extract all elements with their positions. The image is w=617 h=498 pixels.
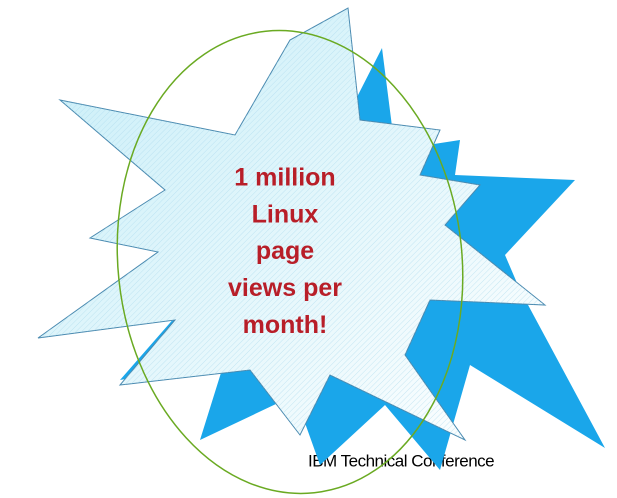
callout-line: page [256, 237, 314, 265]
callout-line: 1 million [234, 164, 335, 192]
starburst-hatch [38, 8, 545, 440]
ellipse-outline [116, 29, 464, 495]
callout-line: Linux [252, 200, 319, 228]
callout-text: 1 million Linux page views per month! [228, 164, 342, 339]
callout-line: views per [228, 274, 342, 302]
callout-line: month! [243, 311, 328, 339]
footer: IBM Technical Conference [308, 451, 494, 470]
